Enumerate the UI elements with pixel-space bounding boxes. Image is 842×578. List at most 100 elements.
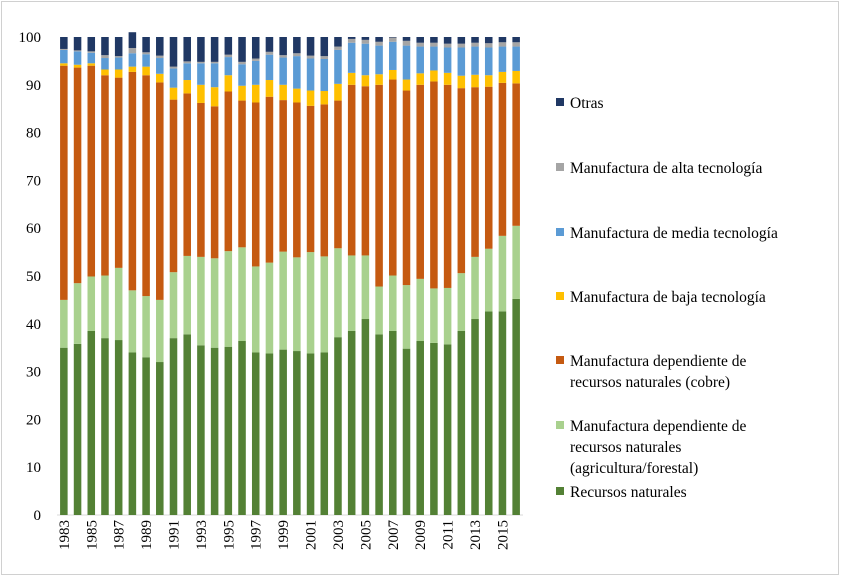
bar-segment-1998-series-0 xyxy=(265,353,274,515)
bar-segment-1995-series-1 xyxy=(224,251,233,347)
bar-segment-1991-series-1 xyxy=(169,272,178,339)
bar-segment-1985-series-4 xyxy=(87,52,96,64)
bar-segment-1998-series-5 xyxy=(265,51,274,55)
bar-segment-2003-series-5 xyxy=(334,46,342,50)
bar-segment-2001-series-2 xyxy=(306,105,315,253)
bar-segment-1996-series-4 xyxy=(238,64,246,86)
bar-segment-2015-series-6 xyxy=(498,37,507,43)
y-tick-label: 30 xyxy=(26,365,41,381)
bar-segment-1990-series-1 xyxy=(156,299,164,363)
bar-segment-1996-series-0 xyxy=(238,341,246,515)
bar-segment-1985-series-6 xyxy=(87,37,96,52)
bar-segment-2005-series-2 xyxy=(361,86,370,256)
bar-segment-1995-series-5 xyxy=(224,54,233,58)
legend-swatch xyxy=(556,98,564,106)
y-tick-label: 0 xyxy=(34,508,42,524)
bar-segment-1986-series-0 xyxy=(101,338,109,515)
bar-segment-2006-series-6 xyxy=(375,37,383,42)
bar-segment-1988-series-4 xyxy=(128,53,137,67)
bar-segment-2012-series-0 xyxy=(457,330,466,515)
bar-segment-2003-series-4 xyxy=(334,49,342,84)
bar-segment-2000-series-1 xyxy=(293,257,301,352)
bar-segment-1990-series-2 xyxy=(156,82,164,300)
bar-segment-1997-series-6 xyxy=(251,37,260,59)
bar-segment-2007-series-0 xyxy=(389,330,397,515)
bar-segment-2012-series-5 xyxy=(457,43,466,48)
bar-segment-1986-series-5 xyxy=(101,55,109,59)
bar-segment-1990-series-5 xyxy=(156,55,164,59)
bar-segment-2011-series-3 xyxy=(443,72,452,85)
bar-segment-1990-series-3 xyxy=(156,73,164,83)
bar-segment-2005-series-3 xyxy=(361,75,370,87)
bar-segment-1990-series-4 xyxy=(156,58,164,74)
bar-segment-2014-series-1 xyxy=(484,248,493,312)
bar-segment-1985-series-1 xyxy=(87,276,96,331)
legend-swatch xyxy=(556,356,564,364)
bar-segment-1993-series-6 xyxy=(197,37,205,62)
bar-segment-1993-series-3 xyxy=(197,84,205,103)
bar-segment-1999-series-0 xyxy=(279,349,287,515)
bar-segment-1997-series-0 xyxy=(251,352,260,515)
x-tick-label: 2015 xyxy=(495,520,511,550)
bar-segment-2005-series-4 xyxy=(361,43,370,76)
legend-label: recursos naturales (cobre) xyxy=(570,374,730,391)
bar-segment-1994-series-6 xyxy=(210,37,219,62)
bar-segment-1987-series-6 xyxy=(114,37,123,57)
bar-segment-2004-series-2 xyxy=(347,84,356,256)
bar-segment-2013-series-6 xyxy=(471,37,479,43)
bar-segment-1988-series-3 xyxy=(128,66,137,72)
bar-segment-1995-series-4 xyxy=(224,57,233,76)
bar-segment-2014-series-3 xyxy=(484,75,493,87)
bar-segment-1997-series-5 xyxy=(251,58,260,61)
bar-segment-1996-series-2 xyxy=(238,100,246,248)
x-tick-label: 2013 xyxy=(468,520,484,550)
bar-segment-2000-series-2 xyxy=(293,102,301,258)
bar-segment-2001-series-1 xyxy=(306,252,315,354)
x-tick-label: 1997 xyxy=(249,520,265,551)
bar-segment-1998-series-1 xyxy=(265,262,274,354)
bar-segment-1994-series-0 xyxy=(210,347,219,515)
bar-segment-2008-series-0 xyxy=(402,348,411,515)
bar-segment-2016-series-6 xyxy=(512,37,520,43)
bar-segment-1987-series-3 xyxy=(114,69,123,78)
bar-segment-2001-series-5 xyxy=(306,55,315,59)
bar-segment-2015-series-1 xyxy=(498,235,507,312)
bar-segment-2002-series-5 xyxy=(320,56,329,59)
bar-segment-1991-series-5 xyxy=(169,66,178,69)
bar-segment-1988-series-6 xyxy=(128,32,137,48)
bar-segment-2006-series-5 xyxy=(375,41,383,46)
bar-segment-2008-series-1 xyxy=(402,285,411,349)
bar-segment-1983-series-4 xyxy=(60,49,68,64)
bar-segment-2000-series-5 xyxy=(293,53,301,57)
bar-segment-2014-series-4 xyxy=(484,47,493,76)
bar-segment-2002-series-2 xyxy=(320,104,329,257)
bar-segment-1992-series-0 xyxy=(183,334,191,515)
bar-segment-2008-series-6 xyxy=(402,37,411,41)
bar-segment-1985-series-3 xyxy=(87,63,96,66)
bar-segment-1993-series-1 xyxy=(197,256,205,346)
bar-segment-1994-series-1 xyxy=(210,258,219,348)
bar-segment-2001-series-3 xyxy=(306,90,315,106)
legend-label: Manufactura dependiente de xyxy=(570,418,747,435)
bar-segment-2013-series-2 xyxy=(471,87,479,257)
legend: Otras Manufactura de alta tecnología Manuf… xyxy=(556,95,778,501)
bar-segment-2011-series-2 xyxy=(443,84,452,288)
bar-segment-2007-series-2 xyxy=(389,79,397,276)
bar-segment-2015-series-3 xyxy=(498,71,507,83)
bar-segment-1995-series-6 xyxy=(224,37,233,55)
bar-segment-2015-series-0 xyxy=(498,311,507,515)
bar-segment-1993-series-5 xyxy=(197,61,205,64)
bar-segment-1991-series-0 xyxy=(169,338,178,515)
bar-segment-1997-series-4 xyxy=(251,60,260,85)
bar-segment-1985-series-2 xyxy=(87,65,96,277)
bars-group xyxy=(60,32,520,515)
legend-swatch xyxy=(556,421,564,429)
bar-segment-2002-series-4 xyxy=(320,58,329,92)
bar-segment-1992-series-2 xyxy=(183,93,191,256)
bar-segment-2011-series-5 xyxy=(443,43,452,48)
bar-segment-2006-series-3 xyxy=(375,74,383,85)
bar-segment-1985-series-5 xyxy=(87,51,96,53)
bar-segment-2016-series-2 xyxy=(512,83,520,226)
bar-segment-2009-series-4 xyxy=(416,46,424,74)
bar-segment-2011-series-1 xyxy=(443,287,452,345)
